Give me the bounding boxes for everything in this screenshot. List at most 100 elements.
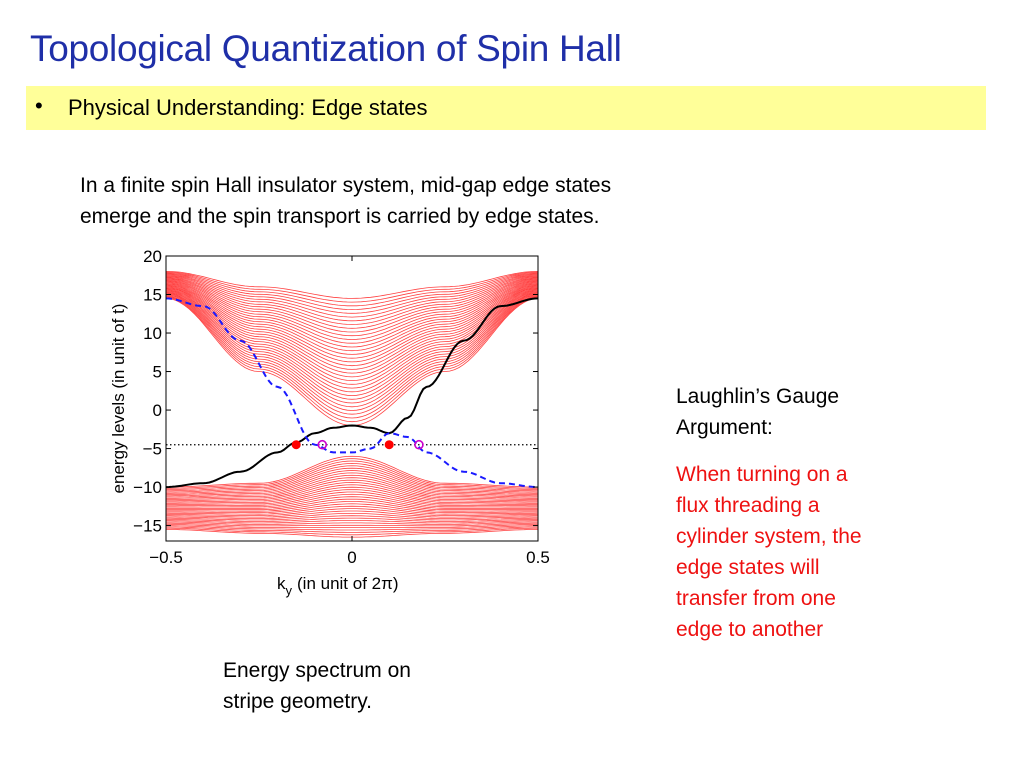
bulk-band-line — [166, 498, 538, 511]
bulk-band-line — [165, 286, 539, 374]
bulk-band-line — [166, 474, 538, 498]
bulk-band-line — [165, 294, 539, 411]
bulk-band-line — [166, 491, 538, 507]
bulk-band-line — [165, 295, 539, 415]
bulk-band-line — [165, 283, 539, 359]
x-tick-label: 0 — [347, 548, 356, 567]
crossing-markers — [291, 439, 424, 450]
bulk-band-line — [166, 517, 538, 522]
side-red-line: When turning on a — [676, 463, 848, 486]
bulk-band-line — [166, 503, 538, 514]
y-tick-label: −10 — [133, 478, 162, 497]
bulk-band-line — [165, 291, 539, 397]
edge-state-solid-line — [165, 297, 539, 489]
bulk-band-line — [166, 477, 538, 499]
bulk-band-line — [166, 460, 538, 490]
bulk-band-line — [165, 297, 539, 423]
bulk-band-line — [165, 293, 539, 404]
bulk-band-line — [165, 271, 539, 299]
bullet-marker: • — [35, 93, 43, 118]
crossing-point-filled — [291, 440, 301, 450]
bulk-band-line — [166, 508, 538, 516]
y-tick-label: 20 — [143, 247, 162, 266]
intro-line: In a finite spin Hall insulator system, … — [80, 174, 612, 197]
figure-caption: Energy spectrum on stripe geometry. — [223, 655, 523, 717]
y-tick-label: 5 — [153, 363, 162, 382]
energy-spectrum-chart: 20 15 10 5 0 −5 −10 −15 −0.5 0 0.5 energy levels (… — [109, 247, 550, 598]
bullet-text: Physical Understanding: Edge states — [68, 95, 428, 120]
side-heading-line: Laughlin’s Gauge — [676, 385, 840, 408]
crossing-point-open — [317, 439, 328, 450]
bulk-band-line — [166, 501, 538, 512]
bulk-band-line — [165, 281, 539, 348]
crossing-point-open — [414, 439, 424, 450]
side-red-line: cylinder system, the — [676, 525, 862, 548]
y-tick-label: 15 — [143, 286, 162, 305]
y-tick-label: −5 — [143, 440, 162, 459]
bulk-band-line — [166, 496, 538, 509]
x-axis-label-rest: (in unit of 2π) — [297, 574, 399, 593]
bulk-band-line — [166, 524, 538, 528]
side-heading-line: Argument: — [676, 416, 773, 439]
x-tick-label: 0.5 — [526, 548, 550, 567]
bulk-band-line — [165, 272, 539, 307]
y-tick-label: −15 — [133, 517, 162, 536]
bulk-band-line — [166, 484, 538, 503]
bulk-band-line — [165, 282, 539, 355]
side-red-text: When turning on a flux threading a cylin… — [676, 459, 976, 645]
bulk-band-line — [165, 282, 539, 352]
y-tick-label: 10 — [143, 324, 162, 343]
y-tick-label: 0 — [153, 401, 162, 420]
bulk-band-line — [165, 274, 539, 314]
side-red-line: flux threading a — [676, 494, 820, 517]
side-red-line: edge states will — [676, 556, 820, 579]
bulk-band-line — [166, 520, 538, 524]
bulk-band-line — [166, 462, 538, 492]
edge-state-series — [165, 297, 539, 489]
bulk-band-line — [166, 481, 538, 502]
side-red-line: edge to another — [676, 618, 824, 641]
bulk-band-line — [166, 467, 538, 494]
intro-line: emerge and the spin transport is carried… — [80, 205, 600, 228]
bulk-band-line — [165, 286, 539, 370]
bulk-band-line — [165, 279, 539, 340]
y-axis-label: energy levels (in unit of t) — [109, 304, 128, 494]
bulk-band-line — [165, 288, 539, 382]
intro-paragraph: In a finite spin Hall insulator system, … — [80, 170, 770, 232]
bulk-band-line — [166, 510, 538, 518]
bulk-band-line — [166, 489, 538, 505]
bulk-band-line — [166, 472, 538, 497]
caption-line: stripe geometry. — [223, 690, 372, 713]
bulk-band-line — [166, 486, 538, 504]
bulk-band-line — [165, 271, 539, 303]
bulk-band-line — [166, 458, 538, 489]
bulk-band-line — [165, 284, 539, 363]
edge-state-dashed-line — [165, 297, 539, 489]
bulk-band-line — [165, 278, 539, 333]
x-axis-label-main: k — [277, 574, 286, 593]
bulk-band-line — [165, 470, 539, 495]
bulk-band-line — [165, 292, 539, 400]
bulk-band-line — [166, 515, 538, 521]
bulk-band-line — [166, 455, 538, 488]
side-red-line: transfer from one — [676, 587, 836, 610]
bulk-band-line — [166, 479, 538, 500]
bulk-band-line — [165, 296, 539, 419]
bulk-band-line — [166, 526, 538, 533]
bulk-band-line — [165, 505, 539, 515]
axis-ticks: 20 15 10 5 0 −5 −10 −15 −0.5 0 0.5 — [133, 247, 550, 567]
bulk-band-line — [165, 287, 539, 378]
bulk-band-line — [166, 527, 538, 536]
bulk-band-line — [165, 276, 539, 325]
bulk-band-line — [165, 278, 539, 337]
bullet-highlight-bar — [26, 86, 986, 130]
bulk-band-line — [165, 465, 539, 493]
crossing-point-filled — [384, 440, 394, 450]
x-axis-label: ky (in unit of 2π) — [277, 574, 399, 598]
bulk-band-line — [165, 290, 539, 393]
bulk-bands — [165, 271, 539, 538]
bulk-band-line — [165, 294, 539, 408]
x-tick-label: −0.5 — [149, 548, 183, 567]
bulk-band-line — [166, 513, 538, 519]
bulk-band-line — [165, 277, 539, 329]
